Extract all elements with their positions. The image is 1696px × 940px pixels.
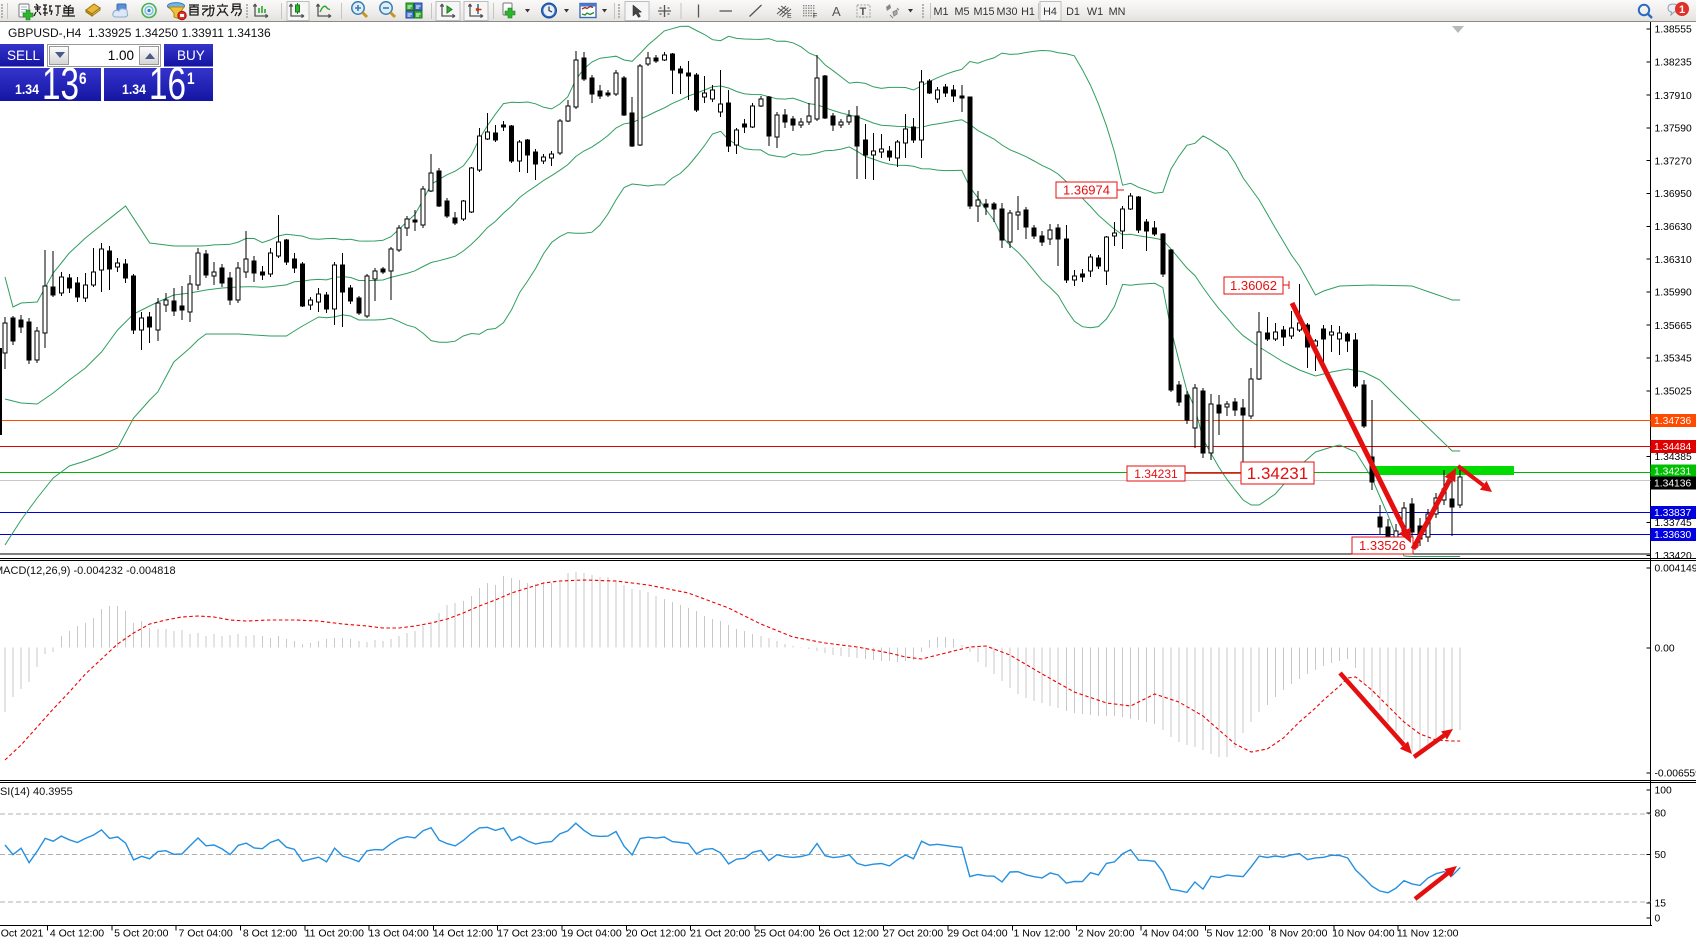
svg-text:D1: D1 [1066, 6, 1080, 18]
svg-text:1.35665: 1.35665 [1655, 321, 1692, 332]
svg-text:11 Oct 20:00: 11 Oct 20:00 [305, 928, 365, 940]
svg-text:H4: H4 [1043, 6, 1057, 18]
svg-text:1.37270: 1.37270 [1655, 156, 1692, 167]
svg-text:14 Oct 12:00: 14 Oct 12:00 [433, 928, 493, 940]
svg-text:RSI(14) 40.3955: RSI(14) 40.3955 [0, 786, 73, 798]
svg-text:1.34736: 1.34736 [1654, 416, 1691, 427]
svg-text:7 Oct 04:00: 7 Oct 04:00 [178, 928, 232, 940]
svg-text:M1: M1 [934, 6, 949, 18]
svg-text:26 Oct 12:00: 26 Oct 12:00 [819, 928, 879, 940]
svg-text:10 Nov 04:00: 10 Nov 04:00 [1332, 928, 1395, 940]
svg-text:1.34231: 1.34231 [1247, 464, 1308, 483]
svg-text:25 Oct 04:00: 25 Oct 04:00 [754, 928, 814, 940]
svg-text:20 Oct 12:00: 20 Oct 12:00 [626, 928, 686, 940]
svg-text:1.34136: 1.34136 [1654, 479, 1691, 490]
svg-text:0.00: 0.00 [1655, 644, 1675, 655]
svg-text:2 Nov 20:00: 2 Nov 20:00 [1078, 928, 1135, 940]
svg-text:T: T [860, 6, 867, 18]
svg-text:1.36630: 1.36630 [1655, 222, 1692, 233]
svg-text:M5: M5 [955, 6, 970, 18]
svg-text:H1: H1 [1021, 6, 1035, 18]
svg-text:1.37910: 1.37910 [1655, 91, 1692, 102]
svg-text:1.33630: 1.33630 [1654, 530, 1691, 541]
svg-text:4 Oct 12:00: 4 Oct 12:00 [50, 928, 104, 940]
svg-text:MACD(12,26,9) -0.004232 -0.004: MACD(12,26,9) -0.004232 -0.004818 [0, 565, 176, 577]
svg-text:1.33745: 1.33745 [1655, 518, 1692, 529]
svg-text:1.33837: 1.33837 [1654, 508, 1691, 519]
svg-text:MN: MN [1109, 6, 1126, 18]
svg-text:1.38235: 1.38235 [1655, 58, 1692, 69]
svg-text:1.34231: 1.34231 [1654, 467, 1691, 478]
svg-text:0.004149: 0.004149 [1655, 564, 1696, 575]
svg-text:1.37590: 1.37590 [1655, 124, 1692, 135]
svg-text:1 Oct 2021: 1 Oct 2021 [0, 928, 44, 940]
svg-text:80: 80 [1655, 809, 1667, 820]
svg-text:E: E [787, 13, 792, 20]
svg-text:A: A [832, 4, 841, 19]
svg-text:4 Nov 04:00: 4 Nov 04:00 [1142, 928, 1199, 940]
svg-text:1.35025: 1.35025 [1655, 387, 1692, 398]
svg-text:1.34231: 1.34231 [1134, 467, 1178, 481]
svg-text:1.38555: 1.38555 [1655, 25, 1692, 36]
svg-text:1.35345: 1.35345 [1655, 354, 1692, 365]
svg-text:1.33526: 1.33526 [1359, 538, 1406, 553]
svg-text:1.34385: 1.34385 [1655, 452, 1692, 463]
svg-text:GBPUSD-,H4 1.33925 1.34250 1.: GBPUSD-,H4 1.33925 1.34250 1.33911 1.341… [8, 26, 271, 40]
svg-text:17 Oct 23:00: 17 Oct 23:00 [497, 928, 557, 940]
svg-text:W1: W1 [1087, 6, 1103, 18]
svg-text:1.33420: 1.33420 [1655, 551, 1692, 562]
svg-text:8 Nov 20:00: 8 Nov 20:00 [1271, 928, 1328, 940]
svg-text:19 Oct 04:00: 19 Oct 04:00 [562, 928, 622, 940]
svg-text:50: 50 [1655, 850, 1667, 861]
svg-text:5 Oct 20:00: 5 Oct 20:00 [114, 928, 168, 940]
svg-text:15: 15 [1655, 899, 1667, 910]
svg-text:M30: M30 [996, 6, 1017, 18]
svg-text:11 Nov 12:00: 11 Nov 12:00 [1397, 928, 1459, 940]
svg-text:1.36310: 1.36310 [1655, 255, 1692, 266]
svg-text:1 Nov 12:00: 1 Nov 12:00 [1013, 928, 1070, 940]
svg-text:1.36062: 1.36062 [1230, 278, 1277, 293]
svg-text:F: F [813, 13, 817, 20]
svg-text:0: 0 [1655, 914, 1661, 925]
svg-text:27 Oct 20:00: 27 Oct 20:00 [883, 928, 943, 940]
svg-text:1: 1 [1679, 4, 1685, 16]
svg-text:1.36974: 1.36974 [1063, 183, 1110, 198]
svg-text:21 Oct 20:00: 21 Oct 20:00 [690, 928, 750, 940]
svg-text:1.34484: 1.34484 [1654, 442, 1691, 453]
svg-text:-0.006559: -0.006559 [1655, 769, 1696, 780]
svg-text:1.36950: 1.36950 [1655, 189, 1692, 200]
svg-text:29 Oct 04:00: 29 Oct 04:00 [947, 928, 1007, 940]
svg-text:100: 100 [1655, 786, 1672, 797]
svg-text:13 Oct 04:00: 13 Oct 04:00 [369, 928, 429, 940]
svg-text:5 Nov 12:00: 5 Nov 12:00 [1206, 928, 1263, 940]
svg-text:M15: M15 [973, 6, 994, 18]
svg-text:8 Oct 12:00: 8 Oct 12:00 [243, 928, 297, 940]
svg-text:1.35990: 1.35990 [1655, 288, 1692, 299]
